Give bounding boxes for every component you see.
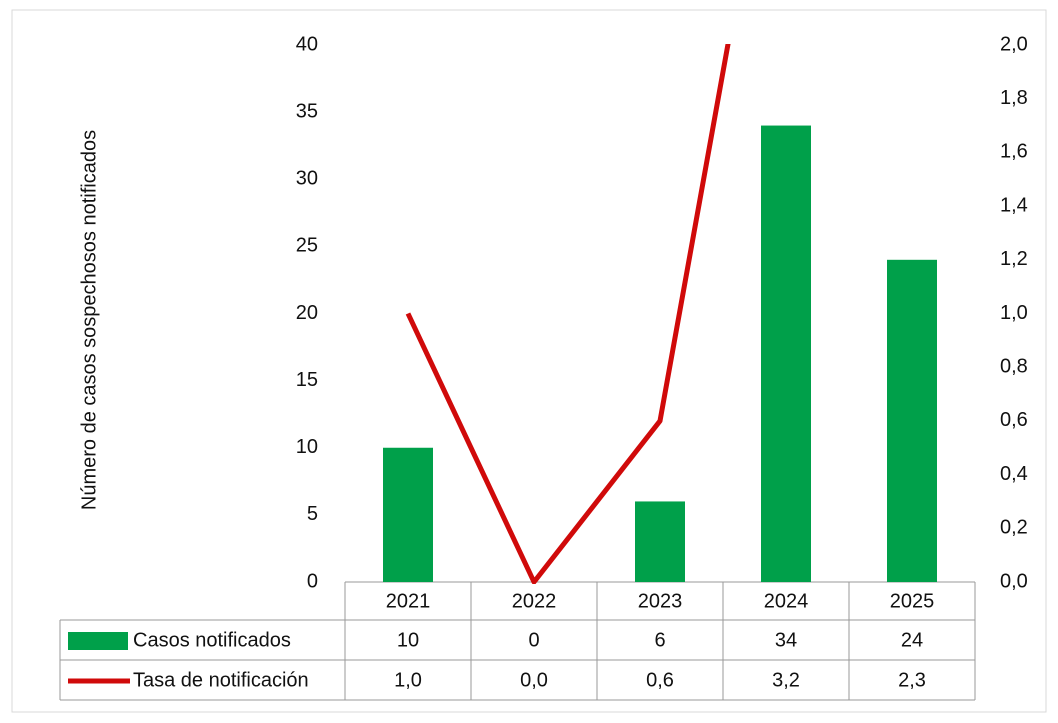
table-value: 34 bbox=[775, 629, 797, 651]
y2-tick-label: 0,2 bbox=[1000, 517, 1028, 539]
chart-frame bbox=[11, 9, 1047, 713]
bar-series bbox=[383, 125, 937, 583]
bar bbox=[761, 125, 811, 583]
y-tick-label: 30 bbox=[296, 168, 318, 190]
data-table bbox=[59, 581, 975, 701]
y-tick-label: 20 bbox=[296, 302, 318, 324]
y-tick-label: 35 bbox=[296, 100, 318, 122]
y2-tick-label: 2,0 bbox=[1000, 33, 1028, 55]
table-value: 10 bbox=[397, 629, 419, 651]
y-tick-label: 5 bbox=[307, 503, 318, 525]
y-axis-title: Número de casos sospechosos notificados bbox=[78, 130, 100, 510]
y2-tick-label: 1,0 bbox=[1000, 302, 1028, 324]
table-value: 3,2 bbox=[772, 669, 800, 691]
y2-tick-label: 0,8 bbox=[1000, 355, 1028, 377]
legend-label: Casos notificados bbox=[133, 629, 291, 651]
y2-tick-label: 0,0 bbox=[1000, 570, 1028, 592]
table-value: 2,3 bbox=[898, 669, 926, 691]
table-value: 0 bbox=[528, 629, 539, 651]
bar bbox=[383, 447, 433, 582]
x-tick-label: 2025 bbox=[890, 590, 935, 612]
y-tick-label: 10 bbox=[296, 436, 318, 458]
y-tick-label: 25 bbox=[296, 235, 318, 257]
x-tick-label: 2023 bbox=[638, 590, 683, 612]
y2-tick-label: 1,6 bbox=[1000, 141, 1028, 163]
y2-tick-label: 1,4 bbox=[1000, 194, 1028, 216]
bar bbox=[635, 501, 685, 582]
x-tick-label: 2022 bbox=[512, 590, 557, 612]
table-value: 24 bbox=[901, 629, 923, 651]
table-value: 0,0 bbox=[520, 669, 548, 691]
legend-swatch bbox=[68, 632, 128, 650]
y-tick-label: 40 bbox=[296, 33, 318, 55]
table-value: 0,6 bbox=[646, 669, 674, 691]
y2-tick-label: 0,6 bbox=[1000, 409, 1028, 431]
y2-tick-label: 1,2 bbox=[1000, 248, 1028, 270]
y2-tick-label: 1,8 bbox=[1000, 87, 1028, 109]
y-tick-label: 15 bbox=[296, 369, 318, 391]
table-value: 1,0 bbox=[394, 669, 422, 691]
table-value: 6 bbox=[654, 629, 665, 651]
x-tick-label: 2024 bbox=[764, 590, 809, 612]
line bbox=[405, 44, 731, 584]
y-tick-label: 0 bbox=[307, 570, 318, 592]
legend-label: Tasa de notificación bbox=[133, 669, 309, 691]
x-tick-label: 2021 bbox=[386, 590, 431, 612]
bar bbox=[887, 259, 937, 582]
y2-tick-label: 0,4 bbox=[1000, 463, 1028, 485]
